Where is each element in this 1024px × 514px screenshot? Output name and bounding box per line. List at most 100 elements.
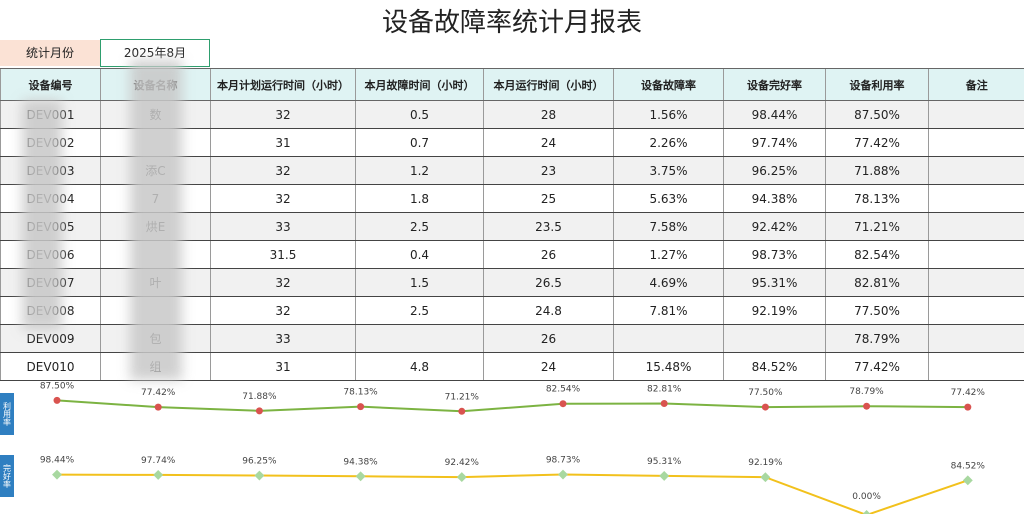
table-cell	[928, 352, 1024, 381]
table-cell: 3.75%	[613, 156, 724, 185]
table-cell: 2.5	[355, 212, 484, 241]
sparkline-point	[458, 407, 466, 415]
table-cell: 82.54%	[825, 240, 929, 269]
table-cell: 1.2	[355, 156, 484, 185]
table-cell: 96.25%	[723, 156, 826, 185]
table-cell: 32	[210, 296, 356, 325]
sparkline-value-label: 96.25%	[242, 457, 277, 467]
table-cell: 0.4	[355, 240, 484, 269]
sparkline-point	[559, 400, 567, 408]
sparkline-point	[357, 403, 365, 411]
table-cell: 32	[210, 268, 356, 297]
table-cell: 32	[210, 100, 356, 129]
sparkline-value-label: 77.42%	[141, 388, 176, 398]
table-cell: 4.8	[355, 352, 484, 381]
table-cell: 87.50%	[825, 100, 929, 129]
table-cell: 32	[210, 156, 356, 185]
sparkline-value-label: 77.42%	[951, 388, 986, 398]
table-cell: 82.81%	[825, 268, 929, 297]
sparkline-point	[863, 402, 871, 410]
sparkline-value-label: 82.81%	[647, 385, 682, 395]
table-cell: 28	[483, 100, 614, 129]
table-cell: 71.21%	[825, 212, 929, 241]
table-cell: 1.27%	[613, 240, 724, 269]
table-cell: 77.42%	[825, 352, 929, 381]
table-cell: 23.5	[483, 212, 614, 241]
table-cell: 32	[210, 184, 356, 213]
column-header: 本月故障时间（小时）	[355, 68, 484, 101]
column-header: 设备完好率	[723, 68, 826, 101]
table-cell	[355, 324, 484, 353]
table-cell: 24	[483, 128, 614, 157]
sparkline-point	[861, 510, 872, 514]
row-tab	[0, 393, 14, 435]
period-label: 统计月份	[0, 40, 100, 66]
table-cell: 33	[210, 324, 356, 353]
table-cell: 25	[483, 184, 614, 213]
sparkline-value-label: 84.52%	[951, 461, 986, 471]
column-header: 设备利用率	[825, 68, 929, 101]
table-cell: 78.79%	[825, 324, 929, 353]
sparkline-point	[558, 469, 568, 480]
sparkline-point	[962, 475, 973, 486]
table-cell: 98.73%	[723, 240, 826, 269]
sparkline-value-label: 78.13%	[343, 388, 378, 398]
table-cell: 98.44%	[723, 100, 826, 129]
table-cell: 7.58%	[613, 212, 724, 241]
table-cell: 31	[210, 352, 356, 381]
table-cell: 0.7	[355, 128, 484, 157]
column-header: 设备故障率	[613, 68, 724, 101]
sparkline-point	[760, 472, 771, 483]
table-cell	[723, 324, 826, 353]
sparkline-value-label: 0.00%	[852, 492, 881, 502]
column-header: 本月运行时间（小时）	[483, 68, 614, 101]
table-cell: 7.81%	[613, 296, 724, 325]
sparkline-area: 利用率 87.50% 77.42% 71.88% 78.13% 71.21% 82.54% 8…	[0, 381, 986, 514]
sparkline-point	[254, 470, 265, 481]
sparkline-value-label: 92.19%	[748, 458, 783, 468]
table-cell: 4.69%	[613, 268, 724, 297]
sparkline-value-label: 77.50%	[748, 388, 783, 398]
table-row: DEV007叶321.526.54.69%95.31%82.81%	[0, 268, 1024, 297]
sparkline-point	[153, 469, 164, 480]
sparkline-point	[964, 403, 972, 411]
sparkline-point	[53, 396, 61, 404]
table-cell: 24	[483, 352, 614, 381]
table-cell: 5.63%	[613, 184, 724, 213]
table-cell	[928, 128, 1024, 157]
column-header: 设备编号	[0, 68, 101, 101]
table-cell: 26	[483, 324, 614, 353]
sparkline-value-label: 95.31%	[647, 457, 682, 467]
table-cell: 92.42%	[723, 212, 826, 241]
sparkline	[56, 473, 969, 514]
row-tab-label: 完好率	[3, 463, 12, 489]
blur-mask	[22, 100, 62, 330]
table-cell: 26	[483, 240, 614, 269]
sparkline-point	[660, 400, 668, 408]
table-cell	[928, 268, 1024, 297]
sparkline-point	[52, 469, 62, 480]
table-cell: 97.74%	[723, 128, 826, 157]
table-cell: 84.52%	[723, 352, 826, 381]
table-cell	[613, 324, 724, 353]
table-cell: 77.50%	[825, 296, 929, 325]
table-cell: 77.42%	[825, 128, 929, 157]
sparkline	[56, 399, 968, 413]
table-cell: 95.31%	[723, 268, 826, 297]
sparkline-value-label: 94.38%	[343, 457, 378, 467]
row-tab	[0, 455, 14, 497]
sparkline-value-label: 82.54%	[546, 385, 581, 395]
table-cell	[928, 156, 1024, 185]
table-cell: 1.56%	[613, 100, 724, 129]
table-cell	[928, 100, 1024, 129]
table-row: DEV009包332678.79%	[0, 324, 1024, 353]
sparkline-point	[154, 403, 162, 411]
sparkline-point	[761, 403, 769, 411]
sparkline-value-label: 98.44%	[40, 456, 75, 466]
table-cell: 15.48%	[613, 352, 724, 381]
table-cell: DEV010	[0, 352, 101, 381]
table-cell: 1.8	[355, 184, 484, 213]
